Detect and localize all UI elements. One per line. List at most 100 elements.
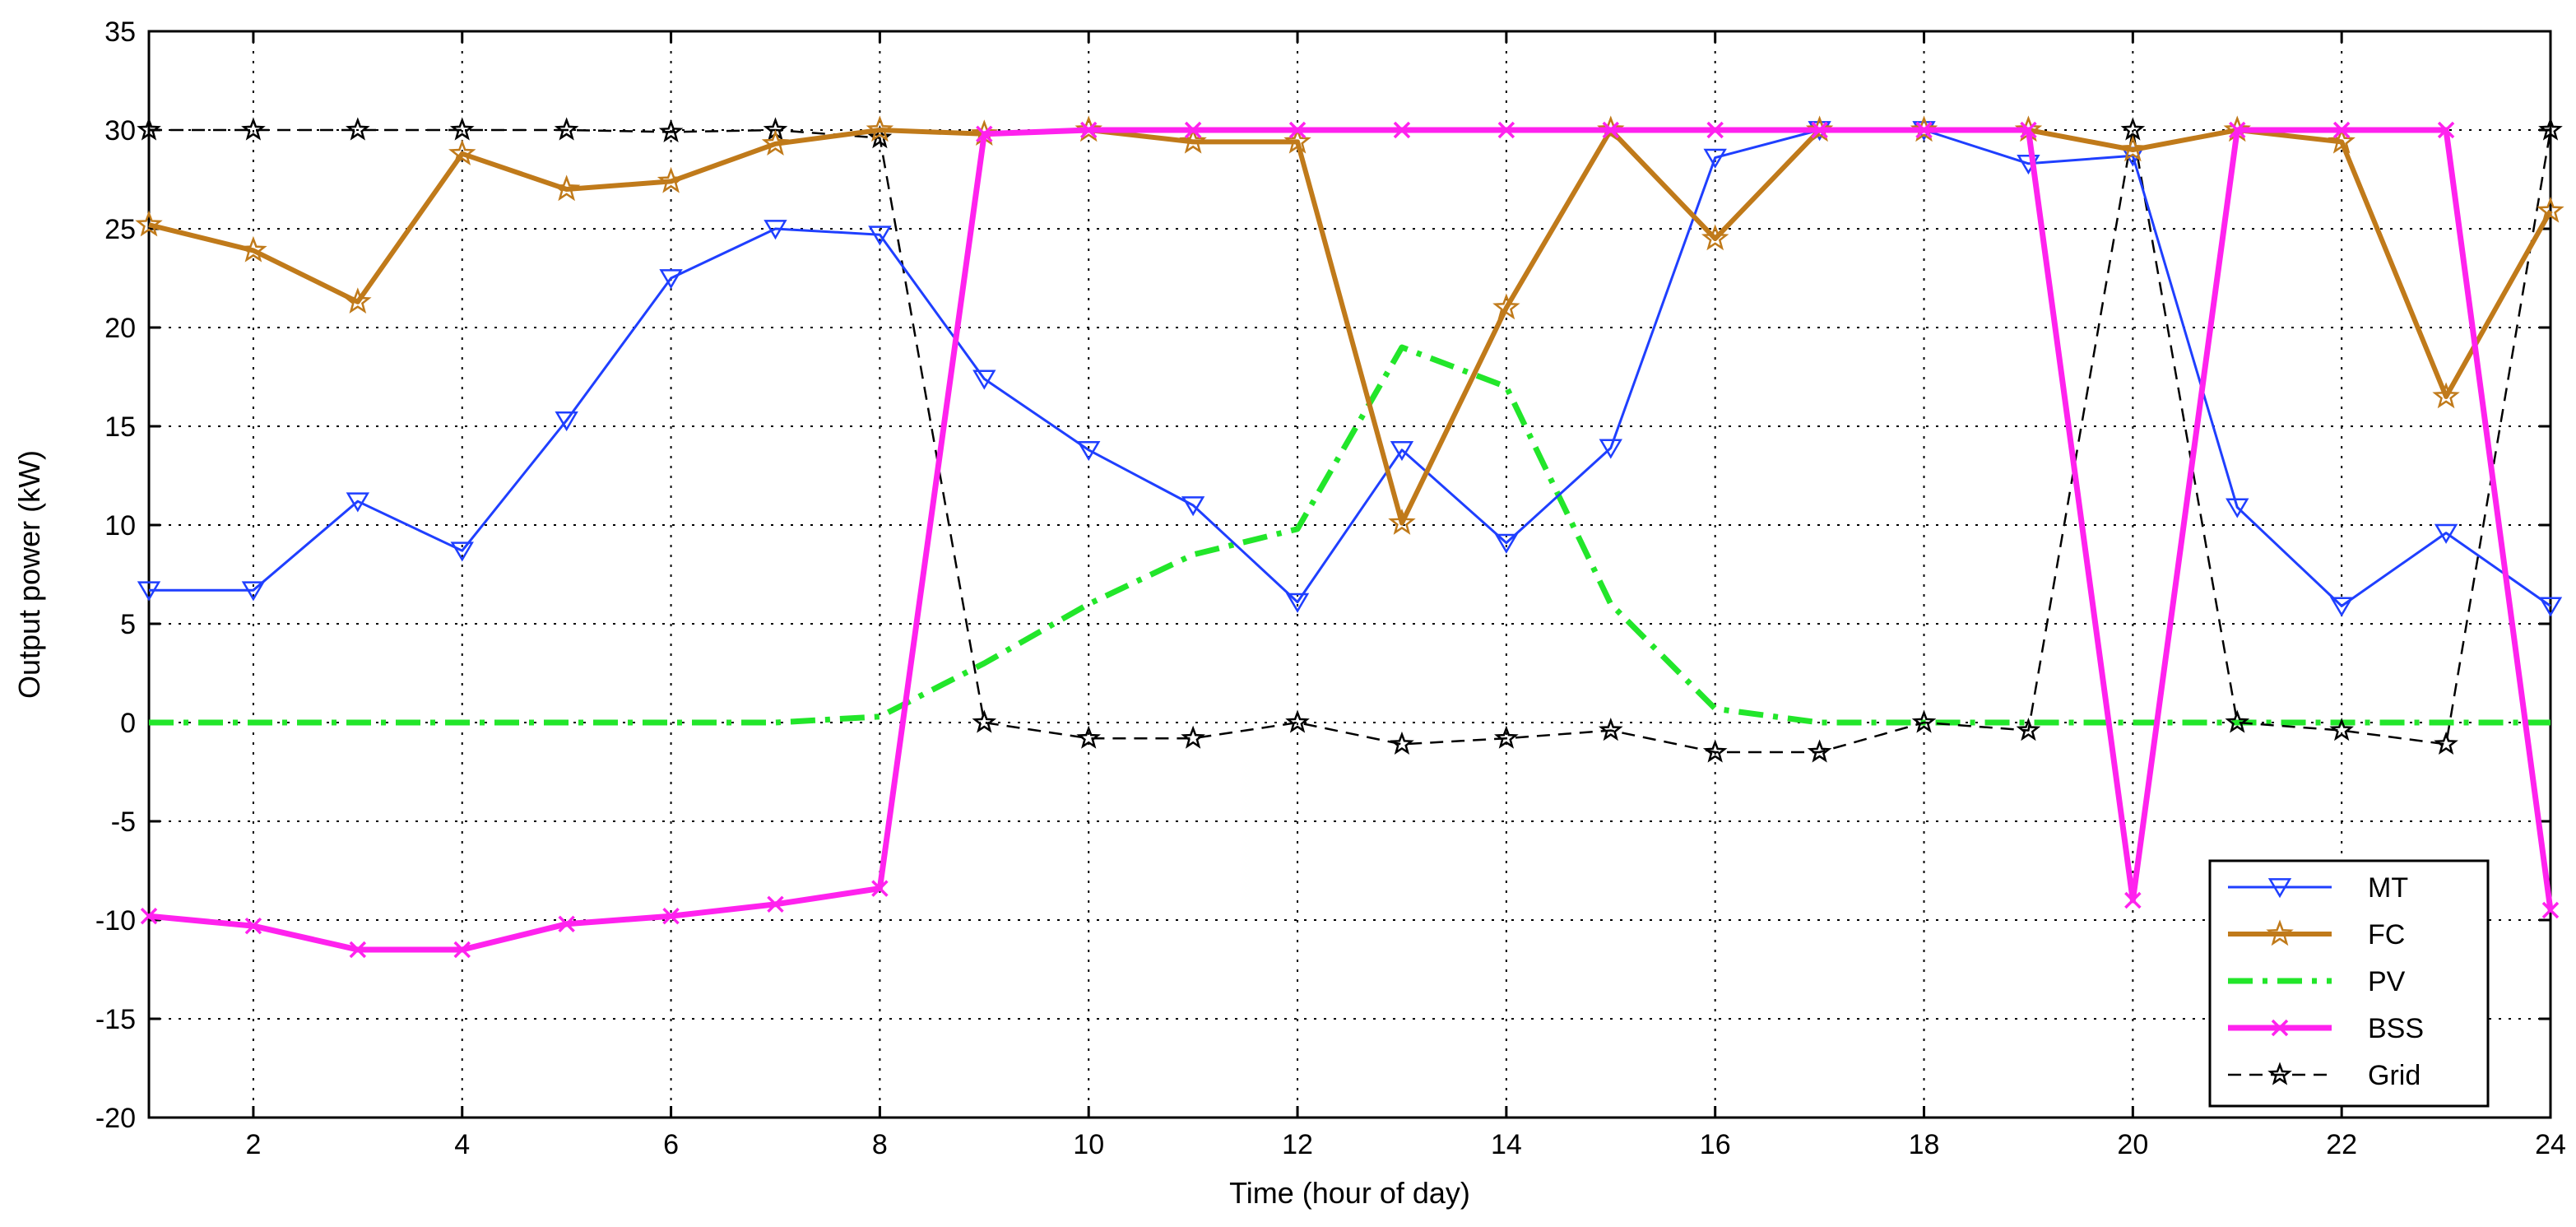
data-point xyxy=(1077,440,1101,462)
data-point xyxy=(450,541,474,562)
data-point xyxy=(1807,739,1832,763)
x-axis-label: Time (hour of day) xyxy=(1229,1176,1470,1210)
x-tick-label: 24 xyxy=(2535,1129,2566,1160)
x-tick-label: 18 xyxy=(1909,1129,1940,1160)
y-tick-label: -10 xyxy=(95,905,136,937)
data-point xyxy=(1911,709,1937,733)
data-point xyxy=(1181,725,1205,749)
data-point xyxy=(1288,121,1307,139)
data-point xyxy=(2271,1019,2289,1037)
data-point xyxy=(448,139,476,166)
data-point xyxy=(871,880,889,897)
data-point xyxy=(2332,121,2351,139)
data-point xyxy=(658,119,684,142)
x-tick-label: 22 xyxy=(2326,1129,2357,1160)
data-point xyxy=(2329,597,2354,617)
data-point xyxy=(659,269,683,290)
data-point xyxy=(1494,533,1519,554)
data-point xyxy=(657,166,685,193)
legend-item-bss: BSS xyxy=(2228,1013,2424,1044)
legend-box xyxy=(2208,859,2490,1108)
y-tick-label: 30 xyxy=(104,115,136,146)
data-point xyxy=(1701,224,1729,251)
data-point xyxy=(554,117,579,141)
x-tick-label: 12 xyxy=(1282,1129,1313,1160)
data-point xyxy=(867,125,893,149)
axis-ticks: 2 4 6 8 10 12 14 16 18 20 22 24-20-15-10-5051015202… xyxy=(95,16,2566,1160)
data-point xyxy=(1076,725,1102,749)
data-point xyxy=(2541,901,2560,919)
x-tick-label: 10 xyxy=(1073,1129,1104,1160)
data-point xyxy=(1910,115,1938,142)
y-tick-label: 20 xyxy=(104,313,136,344)
x-tick-label: 14 xyxy=(1491,1129,1522,1160)
x-tick-label: 2 xyxy=(245,1129,261,1160)
data-point xyxy=(1184,121,1202,139)
y-tick-label: 0 xyxy=(120,708,136,739)
data-point xyxy=(555,411,578,432)
data-point xyxy=(239,235,267,263)
data-point xyxy=(868,225,892,246)
y-tick-label: 5 xyxy=(120,609,136,640)
legend-label: FC xyxy=(2368,919,2405,950)
data-point xyxy=(2120,117,2146,141)
data-point xyxy=(2226,498,2249,518)
x-tick-label: 6 xyxy=(663,1129,679,1160)
data-point xyxy=(2328,127,2356,154)
series-grid xyxy=(137,117,2563,763)
y-tick-label: 35 xyxy=(104,16,136,48)
y-tick-label: 10 xyxy=(104,510,136,541)
data-point xyxy=(137,581,161,602)
data-point xyxy=(2267,1062,2292,1085)
data-point xyxy=(449,117,475,141)
data-point xyxy=(1285,593,1310,613)
series-line-bss xyxy=(148,127,2554,953)
data-point xyxy=(1285,709,1310,733)
y-axis-label: Output power (kW) xyxy=(12,450,46,699)
data-point xyxy=(1079,121,1098,139)
data-point xyxy=(2329,718,2354,741)
data-point xyxy=(137,117,161,141)
y-tick-label: -5 xyxy=(111,806,136,838)
data-point xyxy=(2267,878,2292,899)
data-point xyxy=(761,129,790,156)
series-group xyxy=(135,115,2564,959)
legend-item-mt: MT xyxy=(2228,872,2408,904)
data-point xyxy=(1497,121,1515,139)
data-point xyxy=(2020,121,2037,139)
legend-item-fc: FC xyxy=(2228,919,2405,950)
data-point xyxy=(1181,496,1205,517)
data-point xyxy=(349,941,367,959)
series-pv xyxy=(149,344,2550,726)
y-tick-label: 25 xyxy=(104,214,136,245)
data-point xyxy=(1598,718,1623,741)
data-point xyxy=(866,115,894,142)
x-tick-label: 4 xyxy=(454,1129,470,1160)
data-point xyxy=(344,287,372,314)
data-point xyxy=(346,117,370,141)
legend-item-pv: PV xyxy=(2228,966,2406,997)
series-line-grid xyxy=(149,128,2552,754)
data-point xyxy=(1703,148,1727,169)
data-point xyxy=(1494,725,1519,749)
data-point xyxy=(2016,718,2041,741)
legend-label: MT xyxy=(2368,872,2408,904)
legend-label: Grid xyxy=(2368,1060,2421,1091)
data-point xyxy=(1074,115,1102,142)
data-point xyxy=(453,941,471,959)
plot-area-frame xyxy=(147,30,2552,1119)
data-point xyxy=(1179,127,1207,154)
x-tick-label: 20 xyxy=(2117,1129,2148,1160)
data-point xyxy=(2229,121,2246,139)
data-point xyxy=(1283,127,1311,154)
data-point xyxy=(764,220,787,240)
data-point xyxy=(1492,293,1520,320)
y-tick-label: -15 xyxy=(95,1004,136,1035)
data-point xyxy=(2437,121,2455,139)
series-line-pv xyxy=(149,344,2550,726)
data-point xyxy=(2434,523,2458,544)
data-point xyxy=(135,210,163,237)
data-point xyxy=(558,915,575,933)
data-point xyxy=(1702,739,1728,763)
